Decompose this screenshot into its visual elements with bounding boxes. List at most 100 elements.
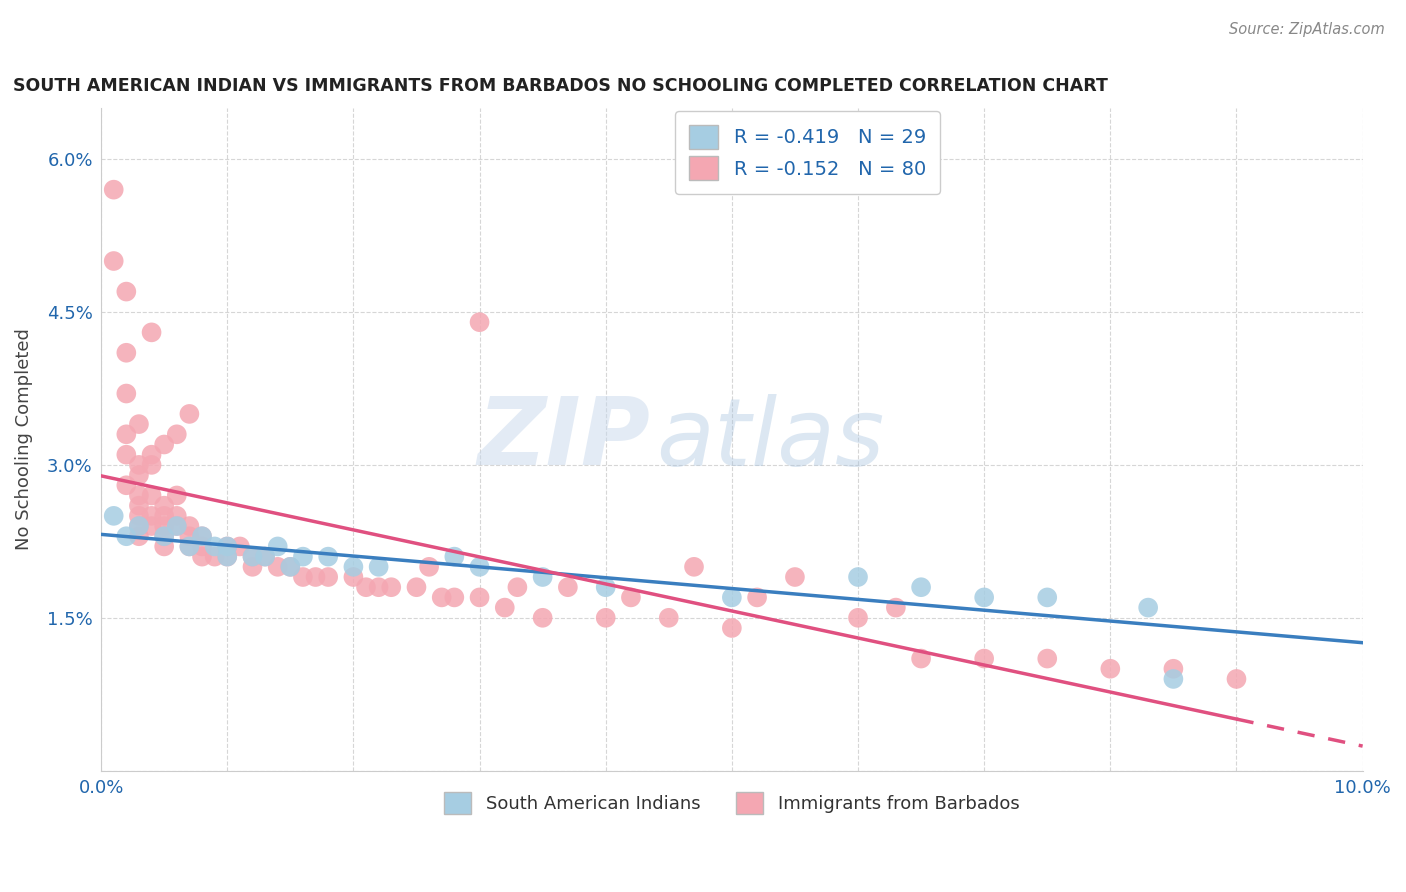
Point — [468, 591, 491, 605]
Point — [103, 508, 125, 523]
Point — [179, 540, 201, 554]
Point — [380, 580, 402, 594]
Point — [278, 559, 301, 574]
Point — [115, 478, 138, 492]
Point — [141, 448, 163, 462]
Point — [166, 488, 188, 502]
Point — [745, 591, 768, 605]
Point — [153, 499, 176, 513]
Point — [595, 611, 617, 625]
Point — [367, 559, 389, 574]
Point — [531, 570, 554, 584]
Point — [910, 651, 932, 665]
Point — [557, 580, 579, 594]
Point — [128, 499, 150, 513]
Point — [1163, 672, 1185, 686]
Point — [1225, 672, 1247, 686]
Text: ZIP: ZIP — [477, 393, 650, 485]
Point — [367, 580, 389, 594]
Point — [405, 580, 427, 594]
Point — [846, 570, 869, 584]
Point — [242, 559, 264, 574]
Point — [103, 183, 125, 197]
Point — [179, 519, 201, 533]
Point — [267, 559, 290, 574]
Point — [153, 540, 176, 554]
Point — [128, 508, 150, 523]
Point — [217, 549, 239, 564]
Point — [217, 540, 239, 554]
Point — [443, 591, 465, 605]
Point — [291, 570, 314, 584]
Point — [115, 386, 138, 401]
Point — [128, 519, 150, 533]
Point — [115, 448, 138, 462]
Point — [115, 529, 138, 543]
Point — [179, 529, 201, 543]
Point — [115, 427, 138, 442]
Point — [721, 621, 744, 635]
Point — [179, 407, 201, 421]
Point — [254, 549, 277, 564]
Point — [128, 458, 150, 472]
Text: atlas: atlas — [657, 394, 884, 485]
Point — [141, 519, 163, 533]
Point — [128, 529, 150, 543]
Point — [128, 519, 150, 533]
Point — [1163, 662, 1185, 676]
Point — [1099, 662, 1122, 676]
Point — [468, 315, 491, 329]
Point — [884, 600, 907, 615]
Point — [278, 559, 301, 574]
Point — [191, 549, 214, 564]
Point — [141, 326, 163, 340]
Text: Source: ZipAtlas.com: Source: ZipAtlas.com — [1229, 22, 1385, 37]
Point — [354, 580, 377, 594]
Point — [191, 529, 214, 543]
Point — [153, 519, 176, 533]
Point — [179, 540, 201, 554]
Point — [153, 529, 176, 543]
Point — [430, 591, 453, 605]
Point — [153, 529, 176, 543]
Point — [658, 611, 681, 625]
Point — [291, 549, 314, 564]
Point — [468, 559, 491, 574]
Point — [191, 529, 214, 543]
Point — [973, 591, 995, 605]
Point — [316, 570, 339, 584]
Legend: South American Indians, Immigrants from Barbados: South American Indians, Immigrants from … — [437, 785, 1026, 822]
Point — [166, 519, 188, 533]
Point — [973, 651, 995, 665]
Point — [166, 508, 188, 523]
Point — [267, 540, 290, 554]
Point — [128, 417, 150, 431]
Point — [1137, 600, 1160, 615]
Point — [153, 508, 176, 523]
Point — [783, 570, 806, 584]
Point — [128, 488, 150, 502]
Point — [217, 549, 239, 564]
Point — [166, 519, 188, 533]
Point — [166, 427, 188, 442]
Point — [506, 580, 529, 594]
Point — [531, 611, 554, 625]
Point — [191, 540, 214, 554]
Point — [910, 580, 932, 594]
Point — [254, 549, 277, 564]
Point — [141, 508, 163, 523]
Point — [846, 611, 869, 625]
Point — [141, 488, 163, 502]
Point — [595, 580, 617, 594]
Point — [128, 468, 150, 483]
Y-axis label: No Schooling Completed: No Schooling Completed — [15, 328, 32, 550]
Point — [342, 559, 364, 574]
Point — [342, 570, 364, 584]
Point — [494, 600, 516, 615]
Point — [1036, 591, 1059, 605]
Point — [418, 559, 440, 574]
Point — [115, 345, 138, 359]
Point — [721, 591, 744, 605]
Point — [103, 254, 125, 268]
Point — [304, 570, 326, 584]
